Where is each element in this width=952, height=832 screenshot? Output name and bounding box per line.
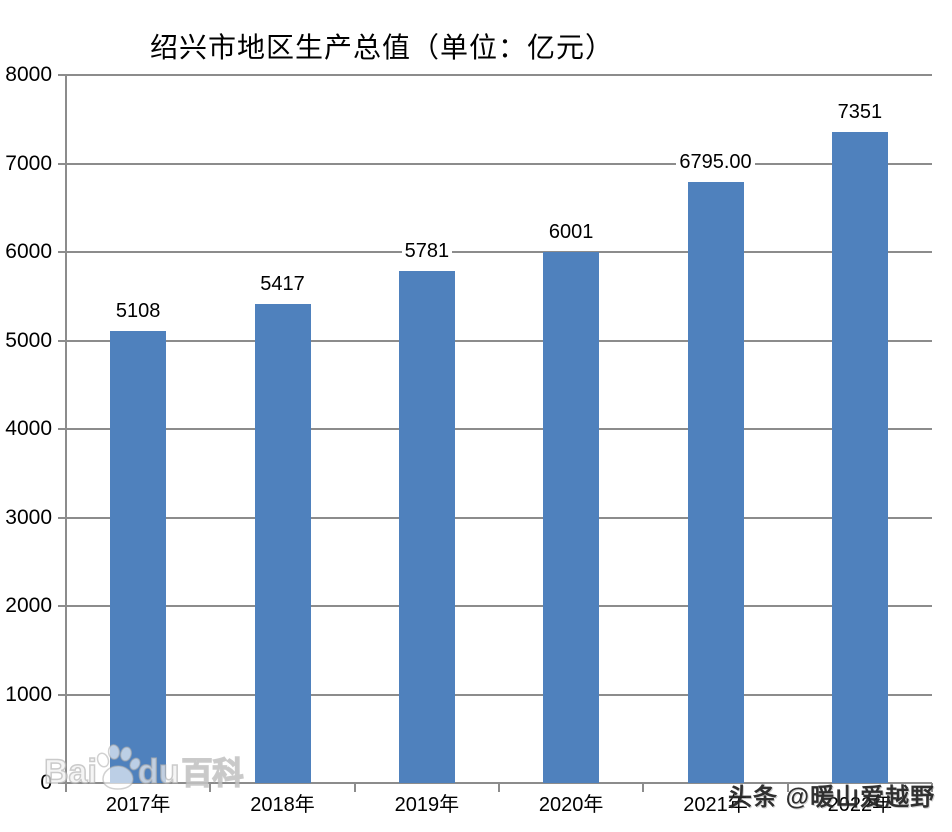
bar-value-label: 5417: [223, 272, 343, 295]
x-axis-tick: [931, 783, 933, 792]
plot-area: 5108 5417 5781 6001 6795.00 7351: [65, 74, 932, 784]
baidu-baike-watermark: Bai du 百科: [43, 742, 245, 791]
y-axis-tick: [58, 605, 66, 607]
bar: [831, 132, 888, 783]
y-axis-tick-label: 7000: [5, 151, 52, 175]
bar-value-label: 5108: [78, 299, 198, 322]
bar-value-label: 6795.00: [656, 150, 776, 173]
y-axis-tick: [58, 693, 66, 696]
y-axis-tick-label: 5000: [5, 328, 52, 352]
y-axis-tick-label: 1000: [5, 682, 52, 706]
bar-value-label: 6001: [511, 220, 631, 243]
x-axis-label: 2022年: [827, 794, 893, 816]
y-axis-tick: [58, 162, 66, 165]
baidu-watermark-text-baike: 百科: [181, 756, 245, 791]
gridline: [66, 74, 932, 76]
gridline: [66, 516, 932, 519]
x-axis-label: 2019年: [394, 794, 460, 816]
y-axis-tick-label: 3000: [5, 505, 52, 529]
gridline: [66, 339, 932, 342]
y-axis-tick: [58, 782, 66, 784]
gridline: [66, 693, 932, 696]
x-axis-tick: [642, 783, 645, 792]
bar-value-text: 6795.00: [676, 150, 755, 173]
toutiao-watermark: 头条 @暖山爱越野: [728, 784, 936, 811]
y-axis-tick: [58, 339, 66, 342]
bar: [398, 271, 455, 783]
x-axis-label: 2017年: [105, 794, 171, 816]
x-axis-label: 2021年: [683, 794, 748, 816]
y-axis-tick: [58, 516, 66, 519]
bar: [687, 181, 744, 783]
bar: [254, 303, 311, 783]
y-axis-tick: [58, 428, 66, 430]
gridline: [66, 605, 932, 607]
x-axis-tick: [65, 783, 67, 792]
bar-value-text: 5417: [257, 272, 308, 295]
x-axis-label: 2018年: [250, 794, 315, 816]
y-axis-tick-label: 8000: [5, 63, 52, 86]
gridline: [66, 162, 932, 165]
bar: [543, 251, 600, 783]
y-axis-tick-label: 2000: [5, 594, 52, 617]
gridline: [66, 251, 932, 253]
baidu-watermark-text-bai: Bai: [43, 753, 97, 791]
y-axis-tick-label: 4000: [5, 417, 52, 440]
x-axis-label: 2020年: [538, 794, 604, 816]
x-axis-tick: [209, 783, 212, 792]
y-axis-tick: [58, 251, 66, 253]
baidu-watermark-text-du: du: [137, 753, 180, 791]
bar: [110, 330, 167, 783]
gridline: [66, 428, 932, 430]
x-axis-tick: [498, 783, 500, 792]
x-axis-tick: [786, 783, 789, 792]
y-axis-tick-label: 6000: [5, 240, 52, 263]
bar-value-text: 6001: [545, 220, 597, 243]
bar-value-text: 5781: [401, 240, 453, 263]
x-axis-tick: [353, 783, 356, 792]
y-axis-tick: [58, 74, 66, 76]
paw-icon: [96, 744, 141, 790]
chart-title: 绍兴市地区生产总值（单位：亿元）: [150, 33, 615, 64]
bar-value-text: 7351: [834, 101, 886, 124]
bar-value-text: 5108: [112, 299, 164, 322]
bar-value-label: 5781: [367, 240, 487, 263]
y-axis-tick-label: 0: [40, 771, 52, 794]
bar-value-label: 7351: [800, 101, 920, 124]
